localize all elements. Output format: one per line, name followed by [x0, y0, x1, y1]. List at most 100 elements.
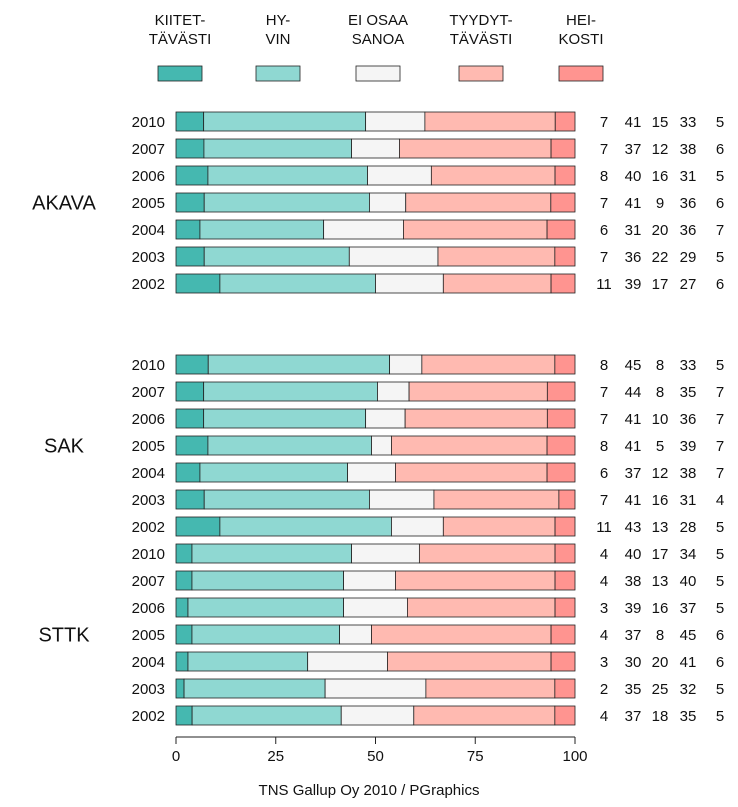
bar-segment — [554, 165, 576, 186]
value-label: 6 — [716, 276, 724, 293]
value-label: 31 — [680, 492, 697, 509]
legend-label: EI OSAA — [348, 12, 408, 29]
bar-segment — [187, 597, 344, 618]
bar-segment — [430, 165, 556, 186]
legend-label: TÄVÄSTI — [450, 31, 513, 48]
bar-segment — [323, 219, 404, 240]
bar-segment — [554, 246, 576, 267]
value-label: 41 — [625, 411, 642, 428]
bar-segment — [404, 408, 548, 429]
value-label: 38 — [680, 465, 697, 482]
year-label: 2003 — [132, 681, 165, 698]
bar-segment — [175, 516, 221, 537]
value-label: 6 — [716, 654, 724, 671]
value-label: 15 — [652, 114, 669, 131]
bar-segment — [391, 435, 548, 456]
bar-segment — [442, 516, 556, 537]
value-label: 7 — [716, 411, 724, 428]
value-label: 4 — [600, 573, 608, 590]
bar-segment — [203, 381, 378, 402]
bar-segment — [199, 219, 325, 240]
bar-segment — [203, 489, 370, 510]
bar-segment — [399, 138, 552, 159]
value-label: 37 — [625, 627, 642, 644]
value-label: 39 — [625, 276, 642, 293]
year-label: 2004 — [132, 222, 165, 239]
bar-segment — [554, 705, 576, 726]
year-label: 2005 — [132, 627, 165, 644]
bar-segment — [175, 624, 193, 645]
year-label: 2006 — [132, 411, 165, 428]
value-label: 3 — [600, 654, 608, 671]
value-label: 28 — [680, 519, 697, 536]
legend-label: KOSTI — [558, 31, 603, 48]
bar-segment — [550, 192, 576, 213]
legend-swatch — [558, 65, 604, 82]
value-label: 8 — [600, 438, 608, 455]
group-label: AKAVA — [32, 193, 96, 215]
value-label: 2 — [600, 681, 608, 698]
year-label: 2005 — [132, 195, 165, 212]
value-label: 20 — [652, 654, 669, 671]
bar-segment — [191, 543, 352, 564]
value-label: 5 — [716, 114, 724, 131]
value-label: 16 — [652, 168, 669, 185]
year-label: 2002 — [132, 708, 165, 725]
value-label: 40 — [625, 168, 642, 185]
legend-label: TÄVÄSTI — [149, 31, 212, 48]
year-label: 2005 — [132, 438, 165, 455]
bar-segment — [348, 246, 439, 267]
bar-segment — [558, 489, 576, 510]
chart-groups: AKAVA 2010 2007 2006 2005 2004 2003 2002 SAK 2010… — [32, 111, 576, 726]
value-label: 5 — [716, 249, 724, 266]
x-tick-label: 25 — [267, 748, 284, 765]
value-label: 29 — [680, 249, 697, 266]
bar-segment — [546, 435, 576, 456]
bar-segment — [371, 624, 552, 645]
bar-segment — [351, 138, 400, 159]
value-label: 37 — [680, 600, 697, 617]
bar-segment — [554, 597, 576, 618]
bar-segment — [175, 111, 205, 132]
bar-segment — [546, 219, 576, 240]
value-label: 5 — [716, 573, 724, 590]
value-label: 4 — [600, 627, 608, 644]
value-label: 40 — [625, 546, 642, 563]
value-label: 7 — [600, 114, 608, 131]
legend-label: KIITET- — [155, 12, 206, 29]
bar-segment — [175, 192, 205, 213]
bar-segment — [554, 570, 576, 591]
bar-segment — [554, 111, 576, 132]
bar-segment — [175, 273, 221, 294]
bar-segment — [203, 138, 352, 159]
bar-segment — [175, 381, 205, 402]
bar-segment — [405, 192, 552, 213]
bar-segment — [340, 705, 415, 726]
bar-segment — [365, 111, 426, 132]
value-columns: 7 41 15 33 57 37 12 38 68 40 16 31 57 41 9 36 66 31 20 36 77… — [596, 114, 724, 725]
x-tick-label: 75 — [467, 748, 484, 765]
value-label: 5 — [716, 519, 724, 536]
year-label: 2007 — [132, 384, 165, 401]
bar-segment — [175, 246, 205, 267]
bar-segment — [375, 273, 444, 294]
bar-segment — [175, 165, 209, 186]
year-label: 2002 — [132, 519, 165, 536]
value-label: 41 — [625, 492, 642, 509]
value-label: 36 — [625, 249, 642, 266]
bar-segment — [191, 705, 342, 726]
value-label: 35 — [680, 708, 697, 725]
value-label: 6 — [716, 627, 724, 644]
legend-swatch — [458, 65, 504, 82]
value-label: 32 — [680, 681, 697, 698]
value-label: 6 — [716, 141, 724, 158]
bar-segment — [387, 651, 552, 672]
bar-segment — [203, 408, 367, 429]
value-label: 7 — [716, 438, 724, 455]
value-label: 45 — [625, 357, 642, 374]
bar-segment — [546, 462, 576, 483]
bar-segment — [339, 624, 372, 645]
year-label: 2003 — [132, 492, 165, 509]
bar-segment — [418, 543, 556, 564]
value-label: 5 — [716, 168, 724, 185]
